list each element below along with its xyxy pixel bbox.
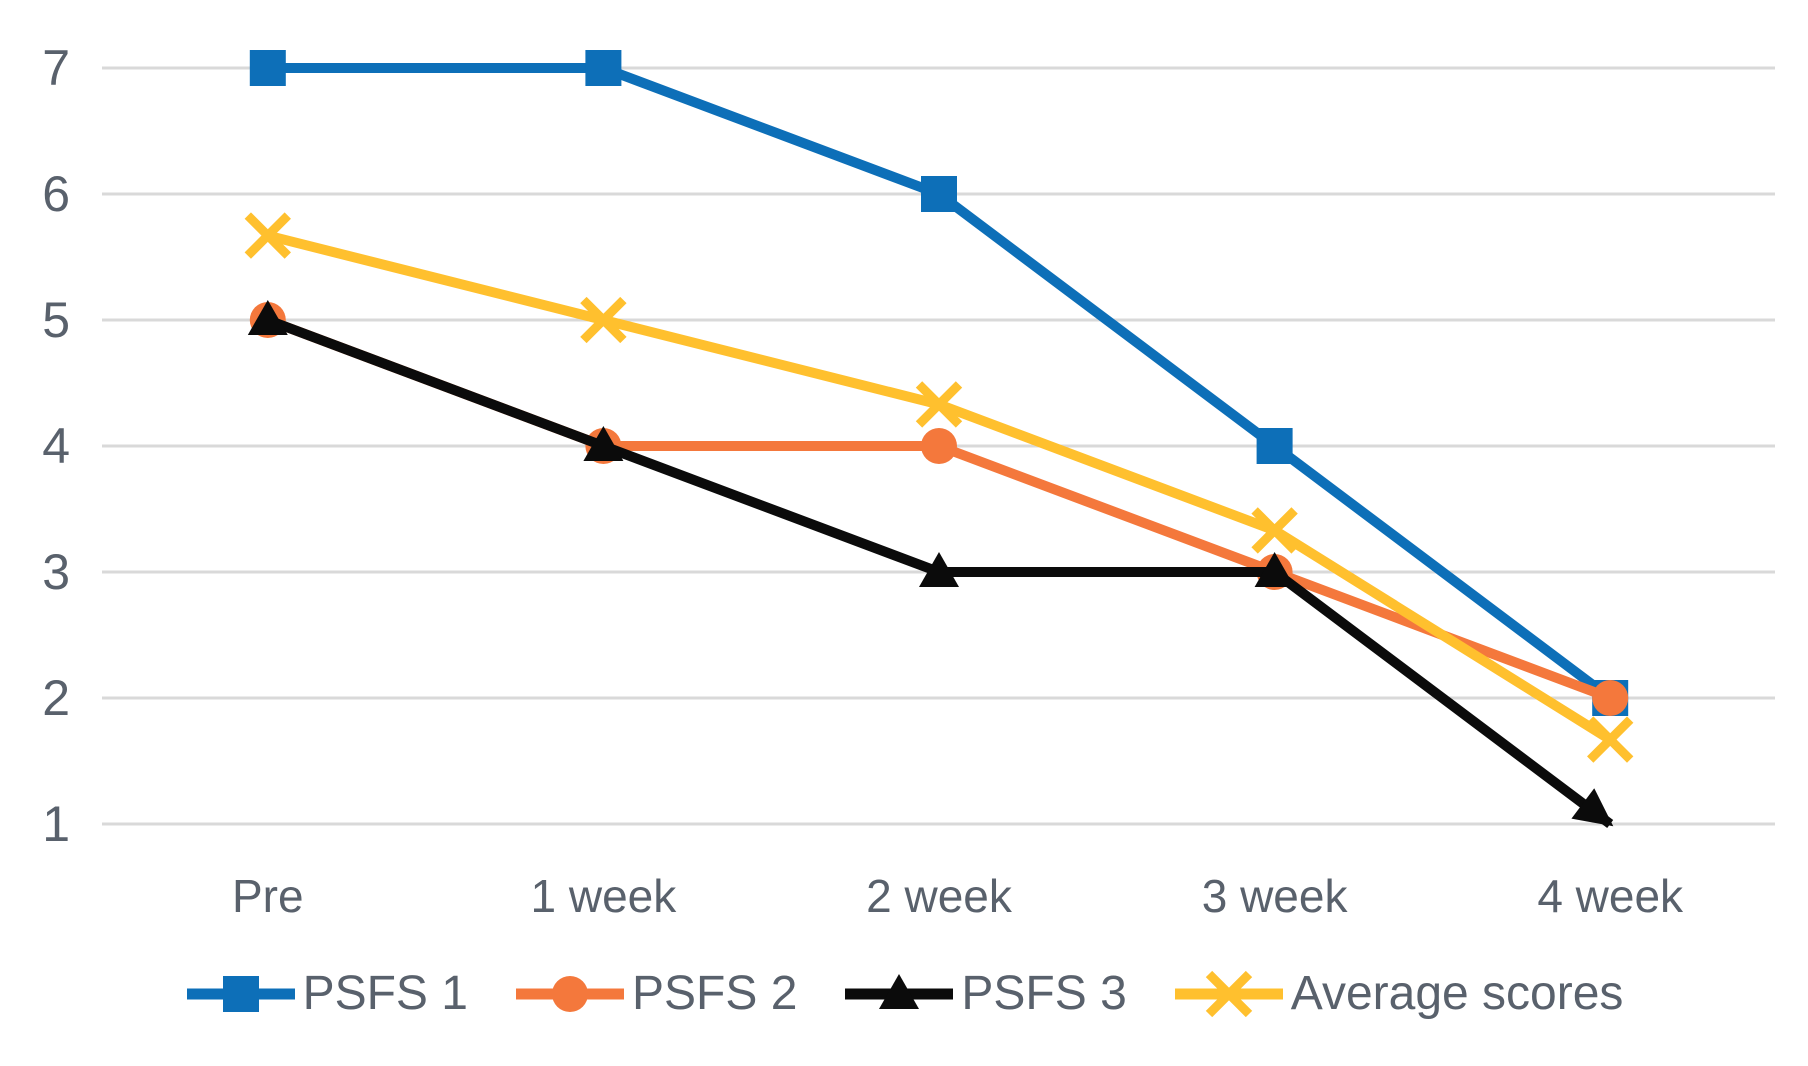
x-category-label-4-week: 4 week <box>1537 870 1684 922</box>
x-category-label-3-week: 3 week <box>1202 870 1349 922</box>
x-category-label-pre: Pre <box>232 870 304 922</box>
series-average-scores-marker-pre <box>244 212 291 259</box>
y-tick-label-7: 7 <box>42 40 70 96</box>
series-psfs-3-marker-2-week <box>919 552 959 587</box>
series-psfs-3-marker-1-week <box>583 426 624 461</box>
series-average-scores-marker-4-week <box>1587 716 1634 763</box>
series-average-scores-marker-2-week <box>915 381 963 428</box>
series-psfs-2-line <box>266 315 1612 703</box>
y-tick-label-3: 3 <box>42 544 70 600</box>
series-psfs-1-marker-pre <box>249 50 286 86</box>
series-psfs-3-marker-pre <box>247 300 288 335</box>
series-average-scores-marker-1-week <box>580 296 627 344</box>
series-psfs-2-marker-2-week <box>921 428 957 464</box>
series-psfs-1-marker-1-week <box>585 50 622 86</box>
y-tick-label-4: 4 <box>42 418 70 474</box>
y-tick-label-5: 5 <box>42 292 70 348</box>
series-psfs-2 <box>249 302 1629 716</box>
y-tick-label-6: 6 <box>42 166 70 222</box>
series-psfs-1-marker-3-week <box>1256 428 1293 464</box>
series-average-scores <box>244 212 1634 763</box>
series-psfs-2-marker-4-week <box>1592 680 1629 716</box>
series-psfs-3 <box>247 300 1614 828</box>
series-psfs-1-line <box>267 63 1614 702</box>
y-tick-label-2: 2 <box>42 670 70 726</box>
series-average-scores-line <box>266 230 1613 744</box>
y-tick-label-1: 1 <box>42 796 70 852</box>
series-average-scores-marker-3-week <box>1251 507 1298 554</box>
series-psfs-1-marker-2-week <box>921 176 957 212</box>
series-psfs-3-marker-3-week <box>1254 552 1295 587</box>
x-category-label-2-week: 2 week <box>866 870 1013 922</box>
x-category-label-1-week: 1 week <box>531 870 678 922</box>
